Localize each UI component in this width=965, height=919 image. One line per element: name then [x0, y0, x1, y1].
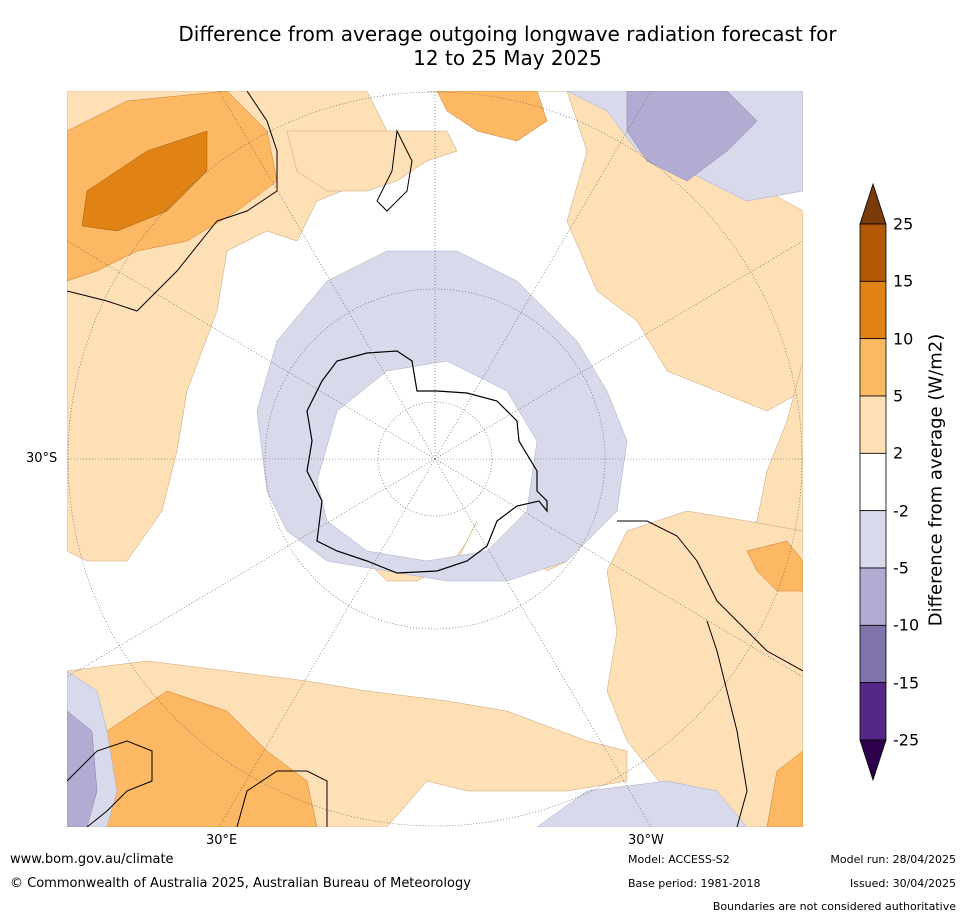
footer-copyright: © Commonwealth of Australia 2025, Austra… [10, 876, 471, 891]
anomaly-minus-5-10-pacific [626, 91, 758, 182]
colorbar-segment [859, 567, 887, 626]
footer-base-period: Base period: 1981-2018 [628, 877, 761, 890]
colorbar-tick-label: 15 [893, 271, 914, 291]
colorbar-label: Difference from average (W/m2) [925, 333, 947, 627]
anomaly-5-10-atlantic [766, 750, 803, 827]
lon-label-30w: 30°W [628, 833, 664, 848]
title-line-1: Difference from average outgoing longwav… [178, 22, 837, 46]
anomaly-10-15-australia [81, 130, 208, 232]
footer-model-run: Model run: 28/04/2025 [830, 853, 956, 866]
anomaly-negative-atlantic [536, 780, 748, 827]
australia-coastline [67, 91, 278, 312]
colorbar-segment [859, 223, 887, 282]
footer-model: Model: ACCESS-S2 [628, 853, 730, 866]
footer-disclaimer: Boundaries are not considered authoritat… [712, 900, 956, 913]
anomaly-5-10-pacific [436, 91, 548, 142]
colorbar-tick-label: 5 [893, 386, 904, 406]
colorbar-extend-bottom [859, 739, 887, 782]
lat-label-30s: 30°S [26, 451, 58, 466]
colorbar-tick-label: 10 [893, 329, 914, 349]
colorbar-segment [859, 510, 887, 569]
africa-coastline [67, 740, 328, 827]
colorbar-tick-label: 25 [893, 214, 914, 234]
colorbar-segment [859, 338, 887, 397]
colorbar-extend-top [859, 182, 887, 225]
new-zealand-coastline [376, 129, 413, 212]
colorbar-tick-label: -15 [893, 673, 920, 693]
anomaly-minus-5-10-africa-west [67, 710, 98, 827]
map-title: Difference from average outgoing longwav… [0, 22, 965, 70]
colorbar-tick-label: 2 [893, 443, 904, 463]
colorbar-tick-label: -10 [893, 615, 920, 635]
antarctica-coastline [306, 350, 548, 574]
colorbar-tick-label: -2 [893, 501, 909, 521]
anomaly-5-10-africa [106, 690, 318, 827]
lon-label-30e: 30°E [206, 833, 238, 848]
colorbar-tick-label: -25 [893, 730, 920, 750]
colorbar-segment [859, 624, 887, 684]
colorbar-segment [859, 452, 887, 512]
colorbar-segment [859, 395, 887, 454]
anomaly-negative-ring [256, 250, 628, 582]
graticule [67, 91, 803, 827]
colorbar-segment [859, 682, 887, 741]
south-america-coastline [617, 520, 803, 827]
colorbar [859, 182, 887, 782]
colorbar-tick-label: -5 [893, 558, 909, 578]
colorbar-segment [859, 280, 887, 340]
polar-map [67, 91, 803, 827]
footer-url[interactable]: www.bom.gov.au/climate [10, 852, 174, 867]
anomaly-positive-nz [286, 130, 458, 192]
footer-issued: Issued: 30/04/2025 [849, 877, 956, 890]
anomaly-5-10-south-america [746, 540, 803, 592]
title-line-2: 12 to 25 May 2025 [413, 46, 602, 70]
